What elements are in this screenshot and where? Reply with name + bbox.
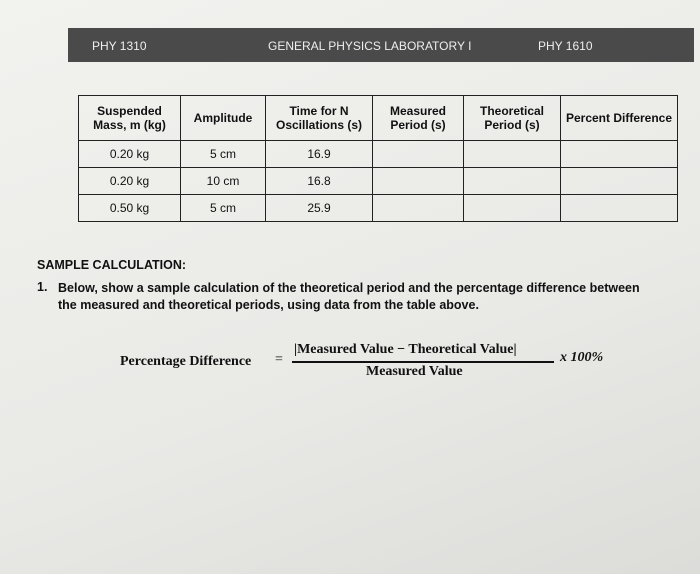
cell: 0.20 kg xyxy=(78,140,181,168)
cell: 5 cm xyxy=(180,140,266,168)
column-header: Percent Difference xyxy=(560,95,678,141)
column-header: Measured Period (s) xyxy=(372,95,464,141)
header-bar: PHY 1310 GENERAL PHYSICS LABORATORY I PH… xyxy=(68,28,694,62)
empty-cell[interactable] xyxy=(372,194,464,222)
column-header: Time for N Oscillations (s) xyxy=(265,95,373,141)
empty-cell[interactable] xyxy=(372,167,464,195)
section-title: SAMPLE CALCULATION: xyxy=(37,258,187,272)
formula-equals: = xyxy=(275,352,283,367)
fraction-bar xyxy=(292,361,554,363)
lab-title: GENERAL PHYSICS LABORATORY I xyxy=(268,39,472,53)
empty-cell[interactable] xyxy=(372,140,464,168)
empty-cell[interactable] xyxy=(463,140,561,168)
cell: 10 cm xyxy=(180,167,266,195)
data-table: Suspended Mass, m (kg) Amplitude Time fo… xyxy=(78,95,678,222)
empty-cell[interactable] xyxy=(463,167,561,195)
cell: 0.50 kg xyxy=(78,194,181,222)
item-text: Below, show a sample calculation of the … xyxy=(58,281,640,312)
cell: 25.9 xyxy=(265,194,373,222)
empty-cell[interactable] xyxy=(560,140,678,168)
formula-numerator: |Measured Value − Theoretical Value| xyxy=(294,342,517,357)
course-code: PHY 1610 xyxy=(538,39,593,53)
column-header: Amplitude xyxy=(180,95,266,141)
course-code: PHY 1310 xyxy=(92,39,147,53)
cell: 0.20 kg xyxy=(78,167,181,195)
formula-label: Percentage Difference xyxy=(120,354,252,369)
empty-cell[interactable] xyxy=(560,194,678,222)
empty-cell[interactable] xyxy=(463,194,561,222)
cell: 16.8 xyxy=(265,167,373,195)
formula-denominator: Measured Value xyxy=(366,364,463,379)
cell: 16.9 xyxy=(265,140,373,168)
cell: 5 cm xyxy=(180,194,266,222)
column-header: Theoretical Period (s) xyxy=(463,95,561,141)
empty-cell[interactable] xyxy=(560,167,678,195)
formula-factor: x 100% xyxy=(560,350,604,365)
item-number: 1. xyxy=(37,280,48,294)
column-header: Suspended Mass, m (kg) xyxy=(78,95,181,141)
